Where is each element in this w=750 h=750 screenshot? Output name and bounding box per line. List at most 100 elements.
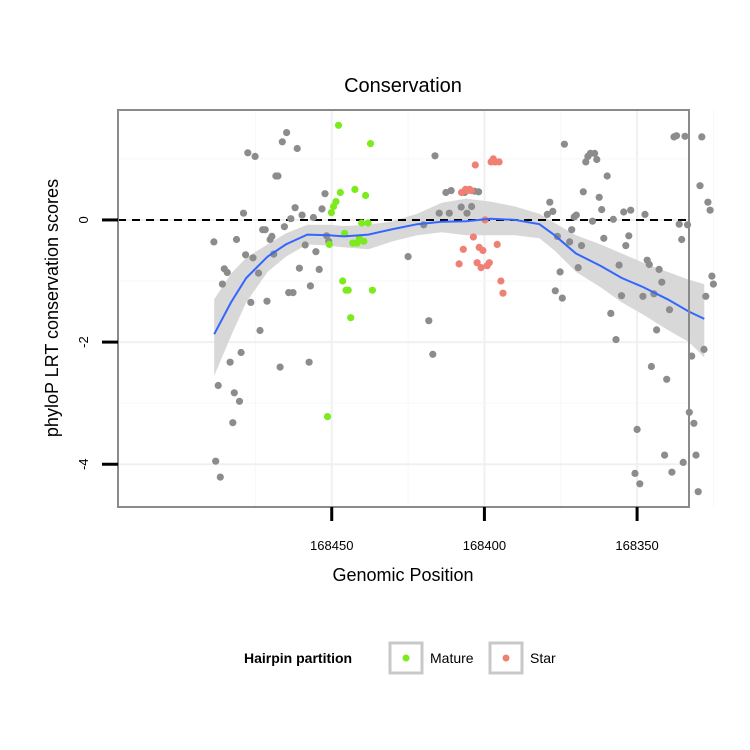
data-point-other (280, 223, 288, 231)
data-point-mature (347, 314, 355, 322)
data-point-other (653, 326, 661, 334)
data-point-other (558, 294, 566, 302)
data-point-other (291, 204, 299, 212)
data-point-other (247, 298, 255, 306)
data-point-other (566, 238, 574, 246)
data-point-other (447, 187, 455, 195)
data-point-other (318, 205, 326, 213)
data-point-other (665, 306, 674, 314)
legend-label-star: Star (530, 650, 556, 666)
data-point-other (278, 138, 286, 146)
data-point-other (261, 226, 269, 234)
data-point-other (239, 209, 248, 217)
data-point-other (609, 215, 617, 223)
data-point-other (309, 213, 317, 222)
legend-key-mature (388, 641, 424, 675)
data-point-other (229, 419, 237, 427)
legend: Hairpin partition Mature Star (244, 641, 556, 675)
data-point-other (235, 397, 244, 405)
data-point-other (543, 210, 551, 218)
data-point-other (692, 451, 700, 459)
data-point-mature (360, 237, 368, 245)
data-point-other (226, 358, 234, 366)
data-point-other (244, 149, 252, 157)
data-point-other (230, 389, 238, 397)
data-point-other (463, 209, 471, 217)
y-axis: -4 -2 0 (76, 216, 118, 470)
data-point-other (276, 363, 284, 371)
data-point-other (709, 280, 718, 288)
x-tick-label: 168450 (310, 538, 353, 553)
data-point-other (647, 362, 656, 371)
chart-title: Conservation (344, 75, 462, 97)
data-point-other (214, 381, 222, 390)
data-point-other (315, 265, 323, 273)
plot-area (117, 109, 718, 508)
data-point-other (212, 457, 220, 465)
data-point-mature (364, 219, 372, 227)
data-point-other (702, 292, 710, 300)
data-point-other (595, 193, 603, 201)
data-point-other (681, 132, 689, 140)
x-tick-label: 168350 (615, 538, 658, 553)
data-point-other (655, 265, 663, 273)
points-layer (210, 121, 718, 496)
data-point-other (293, 144, 301, 153)
y-axis-label: phyloP LRT conservation scores (42, 179, 62, 437)
data-point-other (263, 297, 271, 305)
data-point-star (493, 240, 501, 248)
data-point-other (636, 480, 644, 488)
y-tick-label: -4 (76, 458, 91, 470)
data-point-other (625, 232, 633, 240)
plot-background (118, 110, 689, 507)
data-point-other (600, 234, 608, 242)
data-point-other (704, 198, 712, 206)
data-point-other (254, 269, 263, 277)
data-point-mature (323, 413, 332, 421)
data-point-other (210, 238, 218, 246)
data-point-star (469, 233, 477, 241)
data-point-other (312, 248, 320, 256)
data-point-other (568, 226, 576, 234)
data-point-mature (336, 188, 344, 197)
data-point-other (588, 217, 597, 225)
data-point-other (475, 188, 483, 196)
data-point-other (679, 458, 687, 466)
data-point-other (612, 336, 620, 344)
data-point-other (690, 419, 698, 427)
data-point-other (560, 140, 569, 148)
data-point-other (579, 188, 587, 196)
data-point-other (546, 198, 554, 206)
data-point-other (631, 469, 639, 477)
data-point-other (706, 206, 714, 214)
data-point-other (675, 220, 683, 228)
data-point-other (232, 235, 241, 244)
data-point-other (283, 129, 291, 137)
data-point-other (668, 468, 676, 476)
data-point-other (295, 264, 303, 272)
data-point-mature (366, 140, 375, 148)
data-point-star (497, 277, 505, 285)
y-tick-label: -2 (76, 336, 91, 348)
data-point-other (658, 278, 666, 286)
data-point-star (471, 161, 479, 169)
data-point-other (223, 268, 231, 277)
data-point-other (694, 488, 702, 496)
data-point-mature (362, 191, 370, 200)
data-point-other (678, 235, 686, 244)
data-point-other (607, 309, 615, 317)
data-point-other (627, 206, 635, 214)
data-point-other (708, 272, 716, 280)
data-point-other (268, 232, 276, 240)
legend-swatch-mature (402, 654, 410, 662)
data-point-other (672, 132, 681, 140)
data-point-star (473, 259, 481, 267)
data-point-other (404, 253, 412, 261)
data-point-other (216, 473, 224, 481)
data-point-other (305, 358, 313, 366)
data-point-other (577, 242, 586, 250)
data-point-other (620, 208, 628, 216)
data-point-other (633, 425, 641, 433)
data-point-other (274, 172, 282, 180)
data-point-other (298, 211, 306, 219)
